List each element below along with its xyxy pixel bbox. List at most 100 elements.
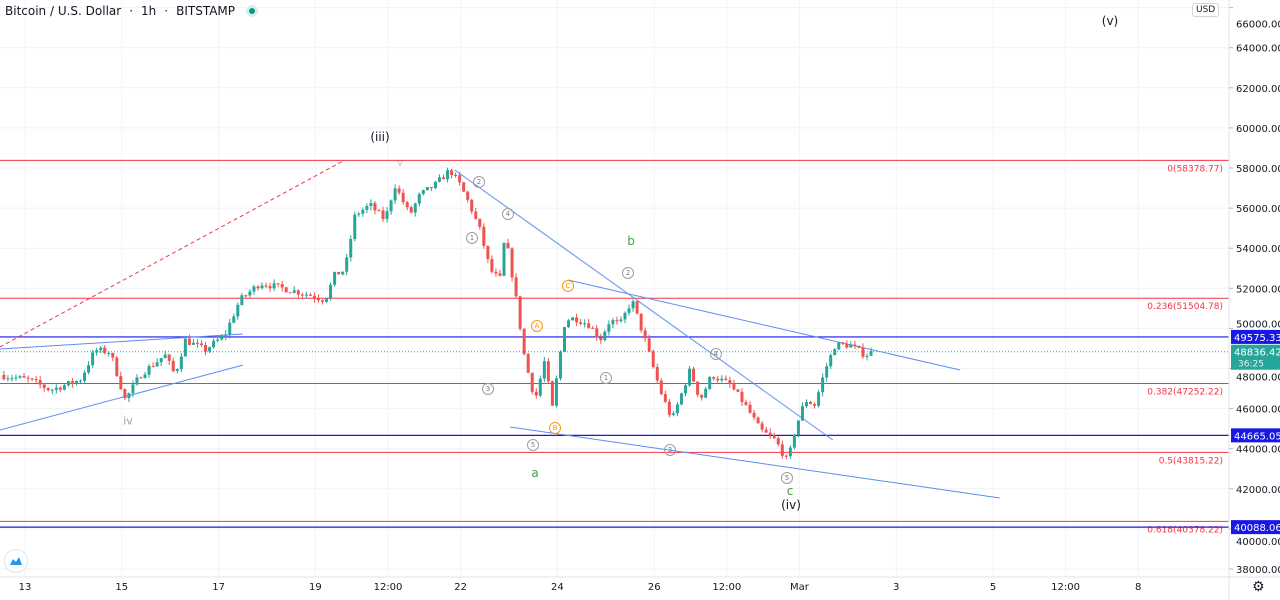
- price-axis[interactable]: 38000.00 40000.00 42000.00 44000.00 46000.00…: [1236, 20, 1280, 576]
- x-tick-label: 22: [454, 582, 467, 593]
- candle-down: [764, 429, 768, 433]
- candle-down: [635, 301, 639, 314]
- candle-down: [696, 381, 700, 395]
- candle-down: [784, 455, 788, 457]
- candle-down: [768, 432, 772, 436]
- candle-up: [50, 389, 54, 391]
- time-axis[interactable]: 13 15 17 19 12:00 22 24 26 12:00 Mar 3 5 12:00 8: [19, 582, 1142, 593]
- trendline: [0, 364, 243, 431]
- candle-down: [550, 381, 554, 406]
- candle-up: [135, 377, 139, 385]
- candle-up: [558, 351, 562, 379]
- candle-down: [498, 273, 502, 276]
- candle-up: [865, 355, 869, 357]
- wave-label-b: b: [627, 234, 635, 248]
- candle-down: [667, 401, 671, 415]
- candle-up: [345, 257, 349, 272]
- candle-down: [300, 294, 304, 296]
- x-tick-label: 5: [990, 582, 996, 593]
- wave-circle-2: 2: [622, 267, 634, 279]
- candle-up: [365, 205, 369, 210]
- y-tick-label: 44000.00: [1236, 445, 1280, 456]
- candle-down: [466, 191, 470, 200]
- candle-up: [675, 404, 679, 414]
- candle-up: [627, 308, 631, 313]
- candle-up: [232, 316, 236, 323]
- candle-up: [607, 324, 611, 332]
- candle-down: [115, 357, 119, 377]
- y-tick-label: 38000.00: [1236, 565, 1280, 576]
- candle-up: [369, 203, 373, 206]
- candle-up: [720, 378, 724, 381]
- candle-up: [389, 200, 393, 212]
- candle-up: [304, 294, 308, 296]
- wave-label-v: (v): [1101, 14, 1119, 28]
- candle-up: [143, 374, 147, 378]
- candle-down: [450, 170, 454, 175]
- separator: ·: [129, 4, 134, 18]
- trendline: [0, 333, 243, 350]
- last-price-value: 48836.42: [1234, 348, 1280, 359]
- interval[interactable]: 1h: [141, 4, 157, 18]
- trendline: [509, 426, 1000, 499]
- candle-up: [571, 317, 575, 321]
- y-tick-label: 40000.00: [1236, 537, 1280, 548]
- candle-down: [204, 345, 208, 352]
- currency-button[interactable]: USD: [1192, 3, 1220, 17]
- candle-down: [530, 372, 534, 392]
- price-tag-box: [1231, 329, 1280, 344]
- candle-up: [10, 378, 14, 380]
- candle-down: [744, 402, 748, 405]
- y-tick-label: 54000.00: [1236, 244, 1280, 255]
- trendlines[interactable]: [0, 159, 1000, 499]
- candle-down: [187, 338, 191, 345]
- price-tag-box: [1231, 520, 1280, 535]
- candle-up: [54, 387, 58, 390]
- candle-down: [474, 211, 478, 219]
- candle-down: [663, 394, 667, 402]
- candle-down: [38, 380, 42, 385]
- candle-up: [329, 284, 333, 299]
- candle-down: [139, 377, 143, 379]
- candle-up: [236, 304, 240, 317]
- price-tag-label: 44665.05: [1234, 431, 1280, 442]
- y-tick-label: 62000.00: [1236, 84, 1280, 95]
- candle-down: [712, 377, 716, 379]
- candle-up: [18, 376, 22, 378]
- candle-down: [510, 248, 514, 278]
- candle-down: [591, 327, 595, 329]
- candle-down: [595, 328, 599, 338]
- candle-up: [191, 342, 195, 345]
- candle-up: [66, 381, 70, 386]
- y-tick-label: 42000.00: [1236, 485, 1280, 496]
- candle-up: [62, 385, 66, 390]
- candle-down: [760, 423, 764, 430]
- candle-down: [405, 202, 409, 208]
- candle-up: [446, 170, 450, 180]
- candle-up: [421, 190, 425, 195]
- tradingview-logo-button[interactable]: [4, 549, 28, 573]
- candle-up: [869, 351, 873, 356]
- settings-gear-icon[interactable]: ⚙: [1252, 579, 1265, 595]
- candle-up: [833, 349, 837, 356]
- candle-up: [127, 393, 131, 399]
- candle-up: [6, 378, 10, 380]
- wave-label-iv: (iv): [781, 498, 801, 512]
- candle-down: [284, 287, 288, 293]
- candle-up: [208, 347, 212, 352]
- wave-label-a: a: [531, 466, 539, 480]
- candle-down: [579, 322, 583, 324]
- candle-up: [83, 372, 87, 381]
- candle-up: [562, 327, 566, 352]
- candle-down: [659, 380, 663, 395]
- x-tick-label: 8: [1135, 582, 1141, 593]
- candle-down: [470, 199, 474, 212]
- wave-circle-3: 3: [664, 444, 676, 456]
- candle-up: [583, 323, 587, 325]
- candle-down: [30, 378, 34, 380]
- candle-down: [716, 378, 720, 381]
- candle-down: [522, 328, 526, 355]
- price-tag-label: 49575.33: [1234, 333, 1280, 344]
- fib-level-label: 0.382(47252.22): [1147, 387, 1223, 397]
